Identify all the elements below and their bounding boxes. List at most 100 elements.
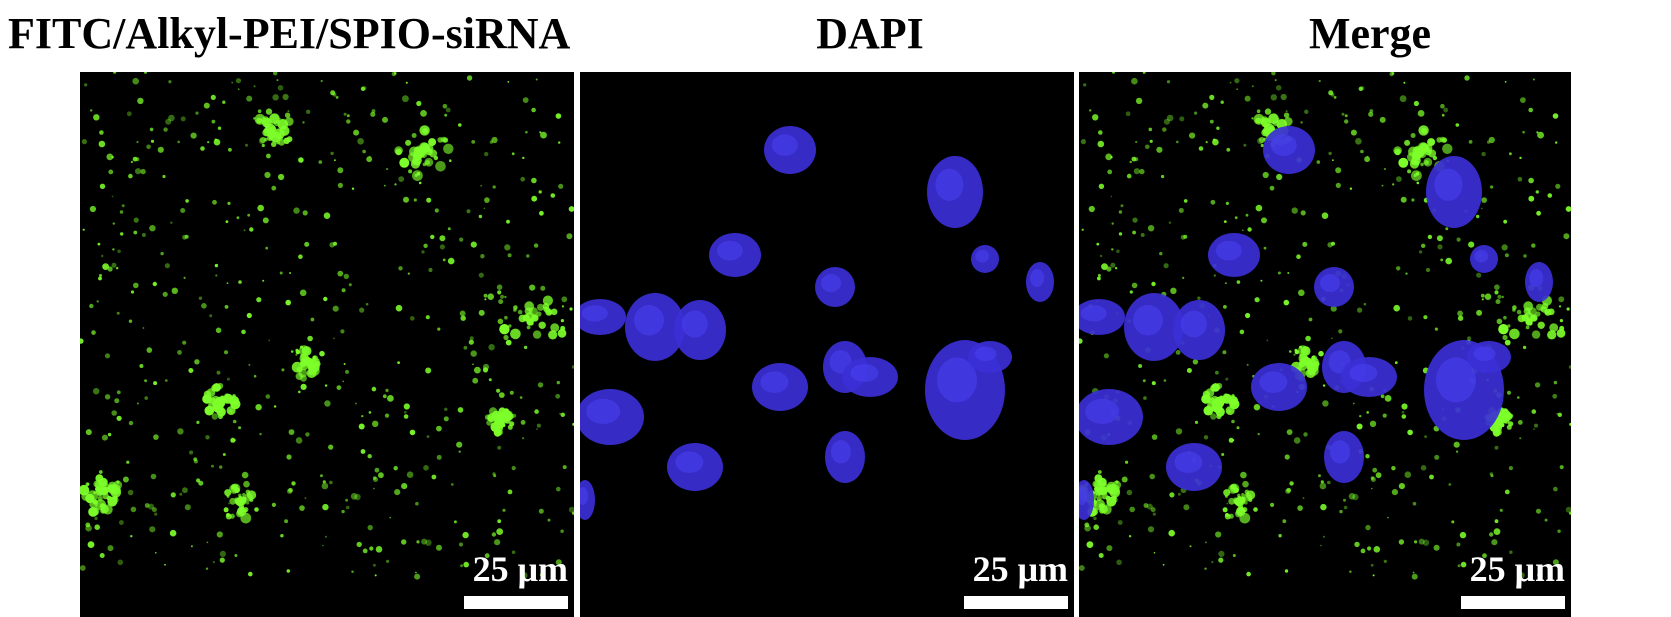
fitc-speck: [462, 531, 469, 539]
fitc-puncta: [291, 361, 303, 373]
fitc-speck: [1209, 119, 1214, 124]
fitc-puncta: [1242, 480, 1249, 488]
fitc-speck: [1553, 380, 1558, 385]
fitc-speck: [425, 367, 432, 374]
fitc-speck: [487, 293, 495, 300]
fitc-speck: [1245, 312, 1251, 319]
fitc-speck: [1284, 454, 1290, 460]
fitc-speck: [132, 77, 139, 85]
fitc-speck: [1489, 472, 1493, 476]
fitc-speck: [1536, 131, 1539, 134]
fitc-speck: [248, 571, 253, 577]
fitc-speck: [1088, 205, 1095, 213]
fitc-speck: [234, 554, 238, 557]
fitc-speck: [1276, 173, 1283, 181]
fitc-speck: [1481, 298, 1484, 301]
fitc-speck: [112, 222, 115, 225]
fitc-speck: [436, 544, 442, 551]
fitc-speck: [160, 251, 164, 256]
fitc-puncta: [517, 309, 523, 315]
fitc-speck: [300, 374, 307, 382]
fitc-speck: [304, 241, 310, 247]
fitc-puncta: [1263, 128, 1269, 134]
fitc-speck: [306, 109, 311, 114]
fitc-speck: [1422, 539, 1430, 546]
fitc-speck: [1145, 144, 1150, 150]
fitc-speck: [1099, 254, 1103, 258]
fitc-speck: [1215, 531, 1222, 538]
fitc-speck: [230, 437, 236, 443]
fitc-speck: [99, 183, 106, 189]
fitc-speck: [1096, 242, 1100, 246]
fitc-speck: [1330, 305, 1337, 312]
fitc-speck: [337, 270, 344, 277]
fitc-speck: [1482, 553, 1487, 559]
fitc-speck: [439, 244, 445, 250]
fitc-speck: [205, 567, 209, 570]
fitc-speck: [318, 160, 323, 164]
fitc-speck: [1499, 508, 1503, 512]
fitc-speck: [206, 541, 209, 544]
fitc-speck: [1537, 131, 1544, 139]
fitc-speck: [1125, 111, 1131, 117]
fitc-speck: [519, 396, 523, 399]
fitc-speck: [402, 95, 409, 103]
fitc-speck: [488, 344, 495, 351]
fitc-speck: [1457, 310, 1463, 317]
fitc-speck: [437, 327, 441, 331]
fitc-speck: [207, 141, 210, 144]
fitc-speck: [1270, 94, 1277, 101]
fitc-speck: [1275, 85, 1282, 91]
fitc-speck: [449, 159, 452, 162]
nucleus-highlight: [1474, 249, 1489, 263]
fitc-speck: [374, 574, 377, 577]
fitc-puncta: [557, 328, 567, 338]
fitc-speck: [1416, 181, 1420, 185]
fitc-speck: [1277, 271, 1281, 275]
fitc-speck: [1552, 393, 1558, 399]
fitc-speck: [386, 559, 390, 563]
fitc-speck: [507, 81, 510, 83]
fitc-speck: [410, 316, 415, 321]
fitc-speck: [305, 432, 310, 437]
fitc-puncta: [548, 330, 558, 340]
fitc-speck: [281, 368, 285, 372]
fitc-speck: [1418, 538, 1425, 545]
nucleus-highlight: [1259, 371, 1288, 394]
fitc-speck: [205, 435, 210, 440]
fitc-puncta: [225, 397, 229, 401]
fitc-micrograph: 25 μm: [80, 72, 574, 617]
fitc-speck: [561, 296, 568, 303]
fitc-speck: [1166, 114, 1174, 122]
fitc-speck: [496, 528, 504, 535]
fitc-speck: [1210, 413, 1217, 420]
fitc-speck: [341, 509, 345, 514]
fitc-speck: [333, 241, 337, 246]
nucleus-highlight: [850, 364, 879, 382]
fitc-speck: [509, 390, 514, 395]
fitc-speck: [144, 72, 147, 74]
fitc-puncta: [229, 513, 235, 519]
fitc-speck: [540, 285, 546, 291]
fitc-speck: [321, 482, 329, 490]
fitc-speck: [1121, 476, 1128, 483]
fitc-speck: [1508, 466, 1513, 471]
fitc-speck: [288, 429, 295, 435]
fitc-speck: [1387, 516, 1389, 519]
nucleus-highlight: [675, 451, 704, 474]
fitc-speck: [101, 434, 108, 441]
fitc-speck: [235, 484, 239, 487]
fitc-speck: [121, 204, 125, 208]
fitc-speck: [1523, 254, 1527, 258]
fitc-speck: [1412, 501, 1417, 506]
fitc-puncta: [112, 497, 119, 503]
fitc-speck: [1086, 541, 1094, 548]
fitc-puncta: [1283, 112, 1290, 118]
fitc-speck: [106, 153, 114, 161]
fitc-speck: [1427, 234, 1433, 240]
fitc-speck: [1398, 539, 1405, 545]
fitc-puncta: [408, 169, 413, 174]
nucleus-highlight: [634, 304, 664, 336]
fitc-speck: [228, 409, 233, 414]
fitc-speck: [1343, 498, 1346, 502]
